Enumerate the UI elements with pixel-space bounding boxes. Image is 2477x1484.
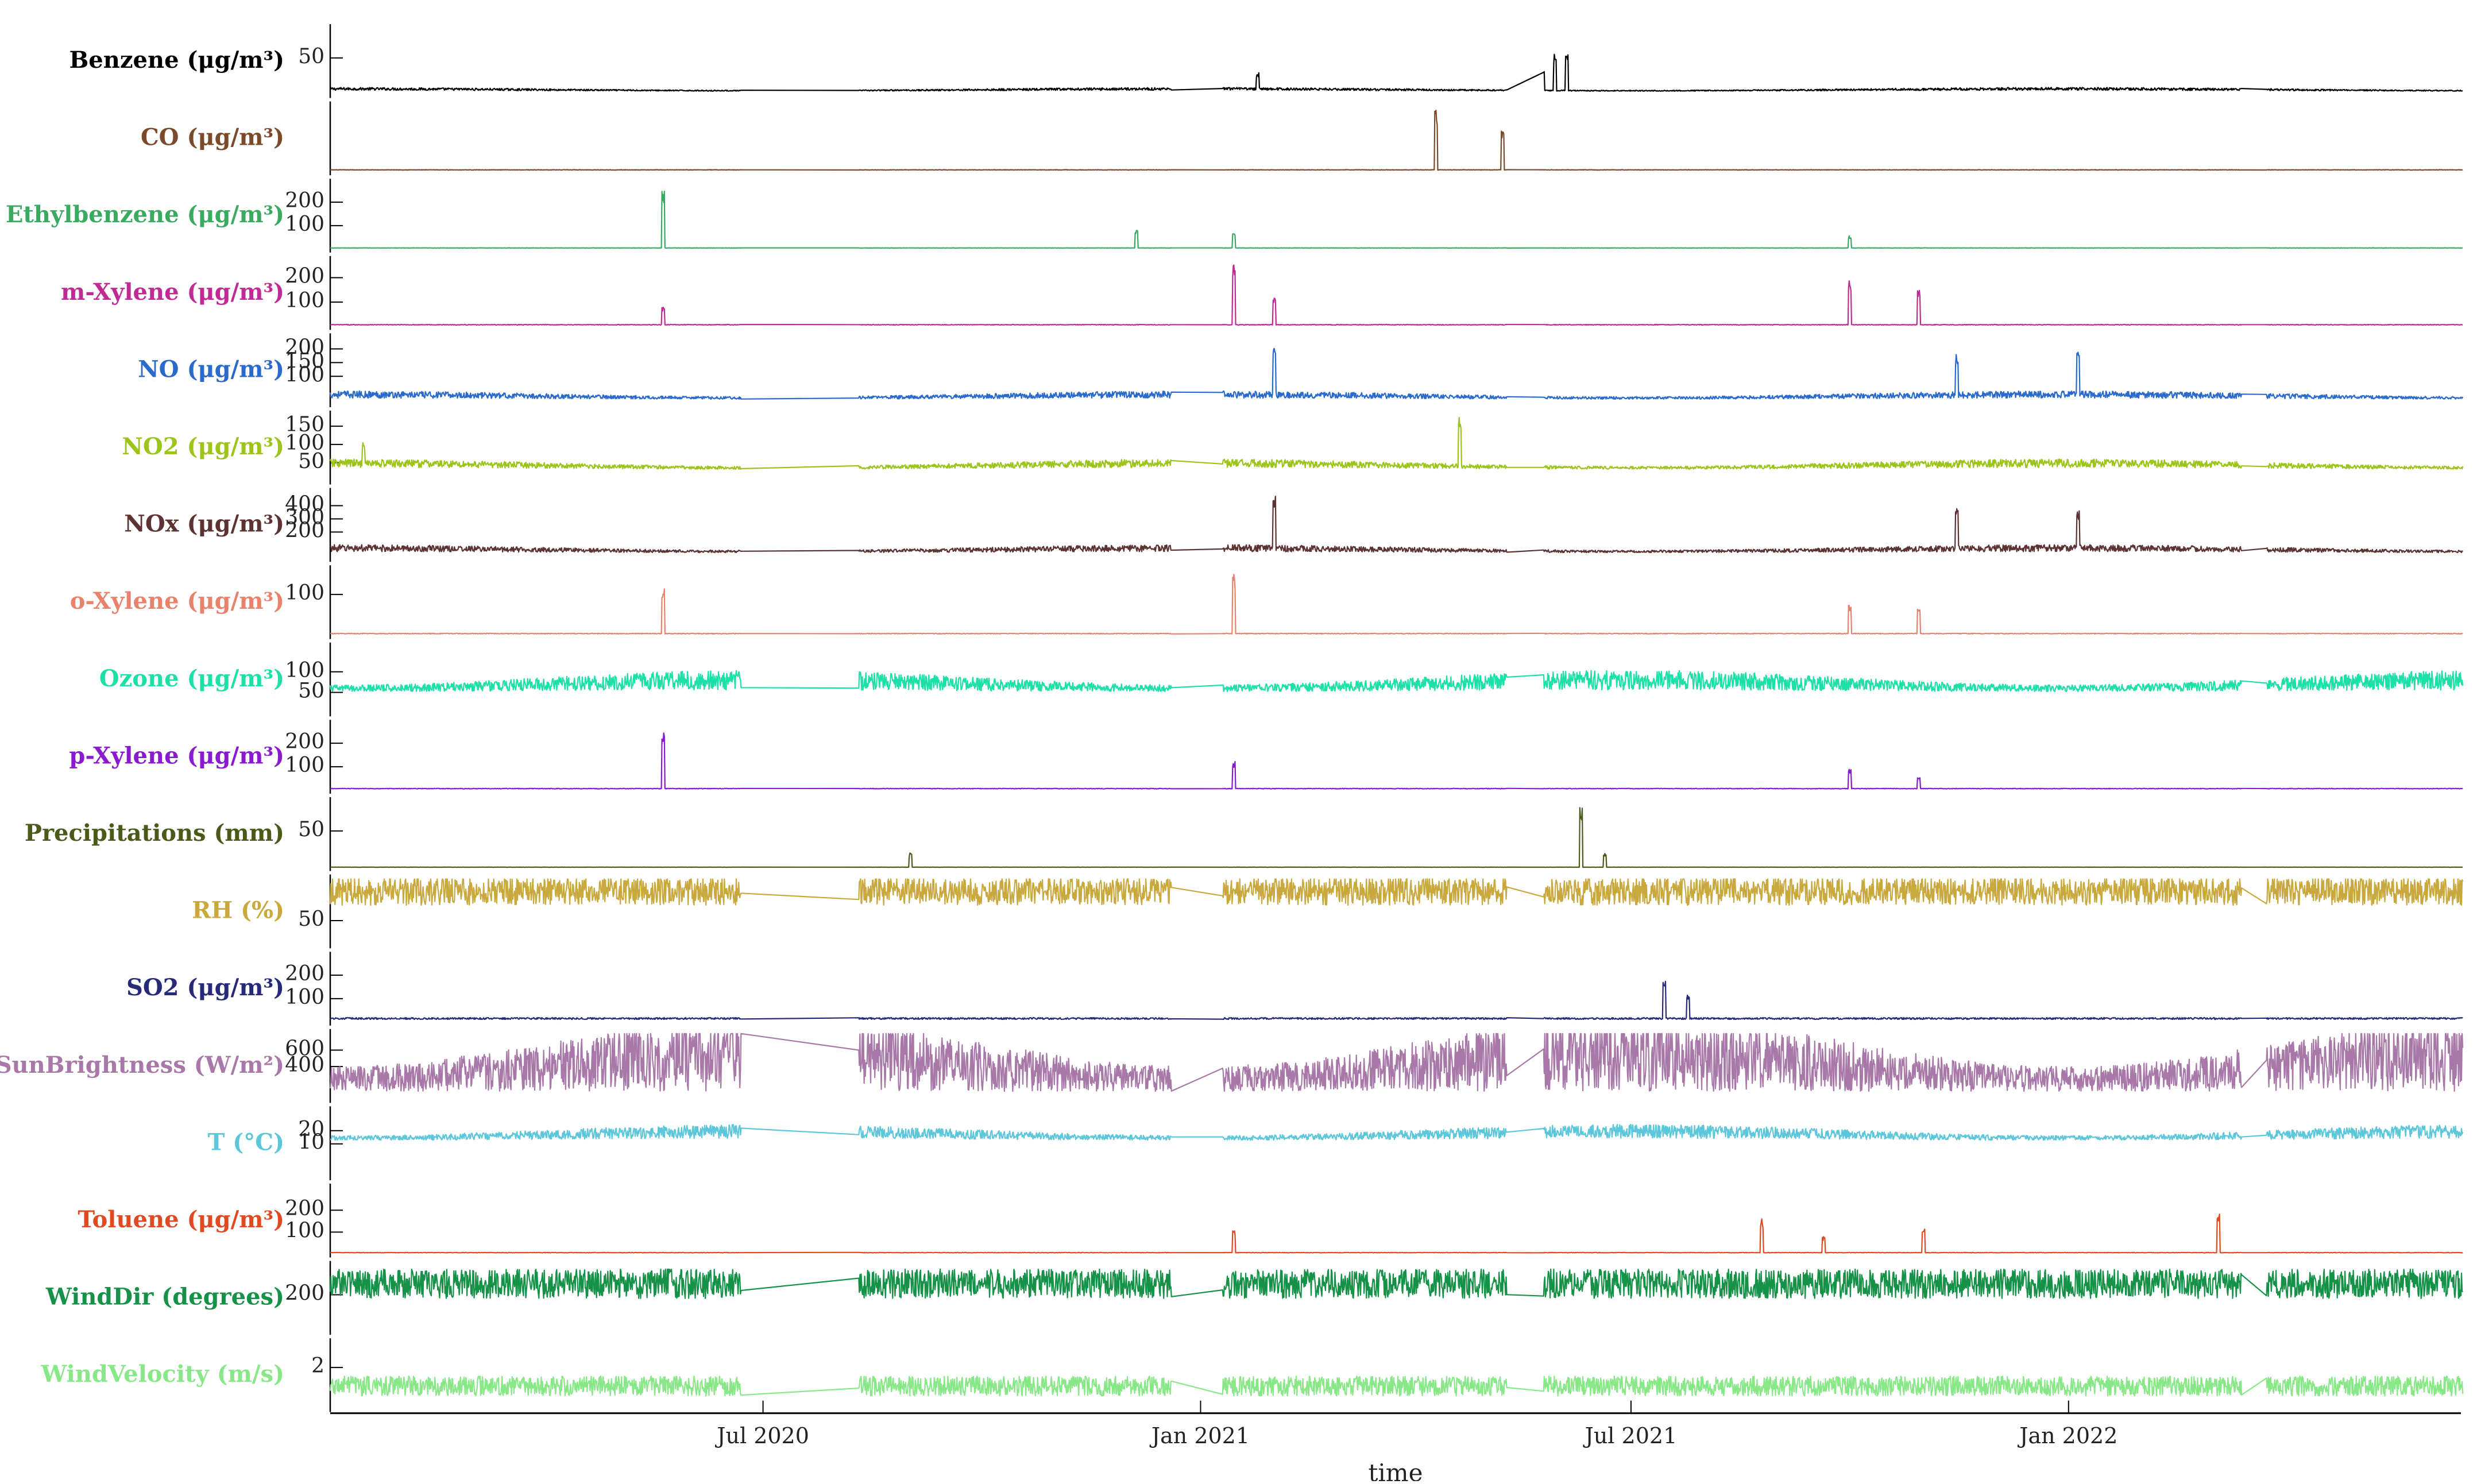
- series-label: Toluene (μg/m³): [78, 1206, 284, 1233]
- series-line: [330, 496, 2463, 554]
- panel-10: Precipitations (mm) 50: [25, 797, 2463, 871]
- series-line: [330, 1123, 2464, 1141]
- x-ticks-group: Jul 2020 Jan 2021 Jul 2021 Jan 2022: [714, 1400, 2117, 1448]
- series-label: NO2 (μg/m³): [122, 433, 284, 460]
- panel-17: WindVelocity (m/s) 2: [40, 1338, 2464, 1412]
- panel-7: o-Xylene (μg/m³) 100: [70, 565, 2463, 639]
- y-tick-label: 200: [285, 189, 324, 212]
- panel-16: WindDir (degrees) 200: [45, 1261, 2463, 1335]
- y-tick-label: 600: [285, 1037, 324, 1060]
- y-tick-label: 50: [298, 450, 324, 473]
- y-tick-label: 100: [285, 581, 324, 605]
- series-line: [330, 110, 2463, 171]
- series-line: [330, 264, 2463, 326]
- x-tick-label: Jan 2021: [1149, 1423, 1250, 1448]
- series-label: Benzene (μg/m³): [69, 47, 284, 74]
- x-tick-label: Jan 2022: [2017, 1423, 2117, 1448]
- series-line: [329, 417, 2464, 470]
- y-tick-label: 2: [311, 1354, 324, 1378]
- series-line: [330, 53, 2463, 92]
- series-line: [329, 347, 2464, 400]
- series-label: WindVelocity (m/s): [40, 1361, 284, 1388]
- series-label: Ozone (μg/m³): [99, 665, 284, 692]
- series-label: Precipitations (mm): [25, 820, 284, 847]
- y-tick-label: 200: [285, 519, 324, 542]
- y-tick-label: 100: [285, 289, 324, 312]
- y-tick-label: 100: [285, 659, 324, 682]
- y-tick-label: 100: [285, 986, 324, 1009]
- series-line: [330, 980, 2463, 1021]
- x-tick-label: Jul 2021: [1583, 1423, 1678, 1448]
- series-line: [329, 1268, 2463, 1299]
- series-label: m-Xylene (μg/m³): [61, 279, 284, 306]
- y-tick-label: 150: [285, 349, 324, 373]
- series-line: [329, 670, 2464, 693]
- panel-11: RH (%) 50: [192, 874, 2464, 949]
- series-line: [329, 1033, 2464, 1092]
- y-tick-label: 400: [285, 1053, 324, 1077]
- y-tick-label: 100: [285, 212, 324, 236]
- series-line: [330, 1214, 2463, 1254]
- panel-1: CO (μg/m³): [141, 101, 2463, 176]
- y-tick-label: 200: [285, 1282, 324, 1305]
- y-tick-label: 100: [285, 431, 324, 455]
- y-tick-label: 100: [285, 753, 324, 777]
- series-label: CO (μg/m³): [141, 124, 284, 151]
- series-label: T (°C): [208, 1129, 284, 1155]
- panels-group: Benzene (μg/m³) 50 CO (μg/m³) Ethylbenzene …: [0, 24, 2464, 1412]
- y-tick-label: 200: [285, 730, 324, 753]
- series-line: [329, 1375, 2464, 1397]
- series-line: [330, 574, 2463, 635]
- y-tick-label: 300: [285, 505, 324, 529]
- series-label: WindDir (degrees): [45, 1284, 284, 1311]
- y-tick-label: 100: [285, 363, 324, 387]
- series-line: [330, 191, 2463, 249]
- y-tick-label: 50: [298, 818, 324, 841]
- series-line: [330, 807, 2463, 868]
- y-tick-label: 50: [298, 907, 324, 931]
- series-label: RH (%): [192, 897, 284, 924]
- y-tick-label: 150: [285, 413, 324, 436]
- series-label: p-Xylene (μg/m³): [69, 742, 284, 769]
- y-tick-label: 10: [298, 1131, 324, 1154]
- series-label: NOx (μg/m³): [124, 511, 284, 538]
- y-tick-label: 200: [285, 962, 324, 986]
- panel-0: Benzene (μg/m³) 50: [69, 24, 2463, 98]
- series-label: SO2 (μg/m³): [126, 974, 284, 1001]
- x-axis: Jul 2020 Jan 2021 Jul 2021 Jan 2022 time: [330, 1400, 2461, 1484]
- y-tick-label: 200: [285, 336, 324, 360]
- series-label: SunBrightness (W/m²): [0, 1052, 284, 1079]
- y-tick-label: 200: [285, 1197, 324, 1220]
- x-axis-title: time: [1369, 1459, 1423, 1481]
- x-tick-label: Jul 2020: [714, 1423, 809, 1448]
- series-line: [330, 732, 2463, 790]
- series-label: o-Xylene (μg/m³): [70, 588, 284, 615]
- y-tick-label: 200: [285, 265, 324, 288]
- y-tick-label: 100: [285, 1219, 324, 1242]
- y-tick-label: 50: [298, 45, 324, 68]
- y-tick-label: 50: [298, 679, 324, 703]
- series-line: [329, 878, 2464, 906]
- series-label: Ethylbenzene (μg/m³): [6, 201, 284, 228]
- y-tick-label: 20: [298, 1118, 324, 1141]
- y-tick-label: 400: [285, 493, 324, 516]
- series-label: NO (μg/m³): [138, 355, 284, 382]
